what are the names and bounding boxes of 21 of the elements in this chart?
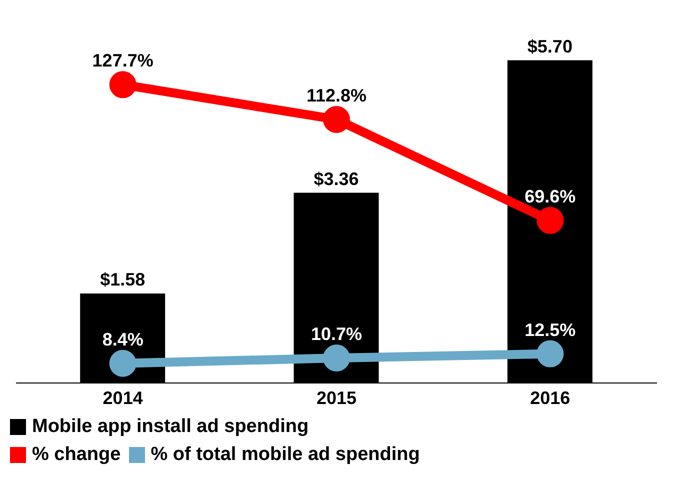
data-label: 112.8%	[306, 85, 367, 106]
point	[109, 350, 136, 377]
x-tick-label: 2016	[530, 388, 570, 408]
legend-label: % of total mobile ad spending	[150, 443, 420, 467]
point	[323, 106, 350, 133]
data-label: 8.4%	[102, 329, 144, 350]
data-label: $3.36	[314, 168, 359, 189]
data-label: 127.7%	[92, 50, 154, 71]
point	[536, 340, 564, 368]
data-label: 69.6%	[524, 186, 576, 206]
point	[323, 344, 350, 372]
point	[109, 71, 136, 98]
data-label: 12.5%	[524, 320, 576, 340]
data-label: $5.70	[527, 36, 572, 56]
data-label: 10.7%	[310, 324, 362, 344]
legend-label: % change	[31, 443, 121, 467]
point	[536, 206, 564, 234]
data-label: $1.58	[100, 270, 146, 290]
x-tick-label: 2015	[316, 388, 357, 408]
x-tick-label: 2014	[102, 388, 143, 408]
legend-label: Mobile app install ad spending	[31, 415, 309, 439]
